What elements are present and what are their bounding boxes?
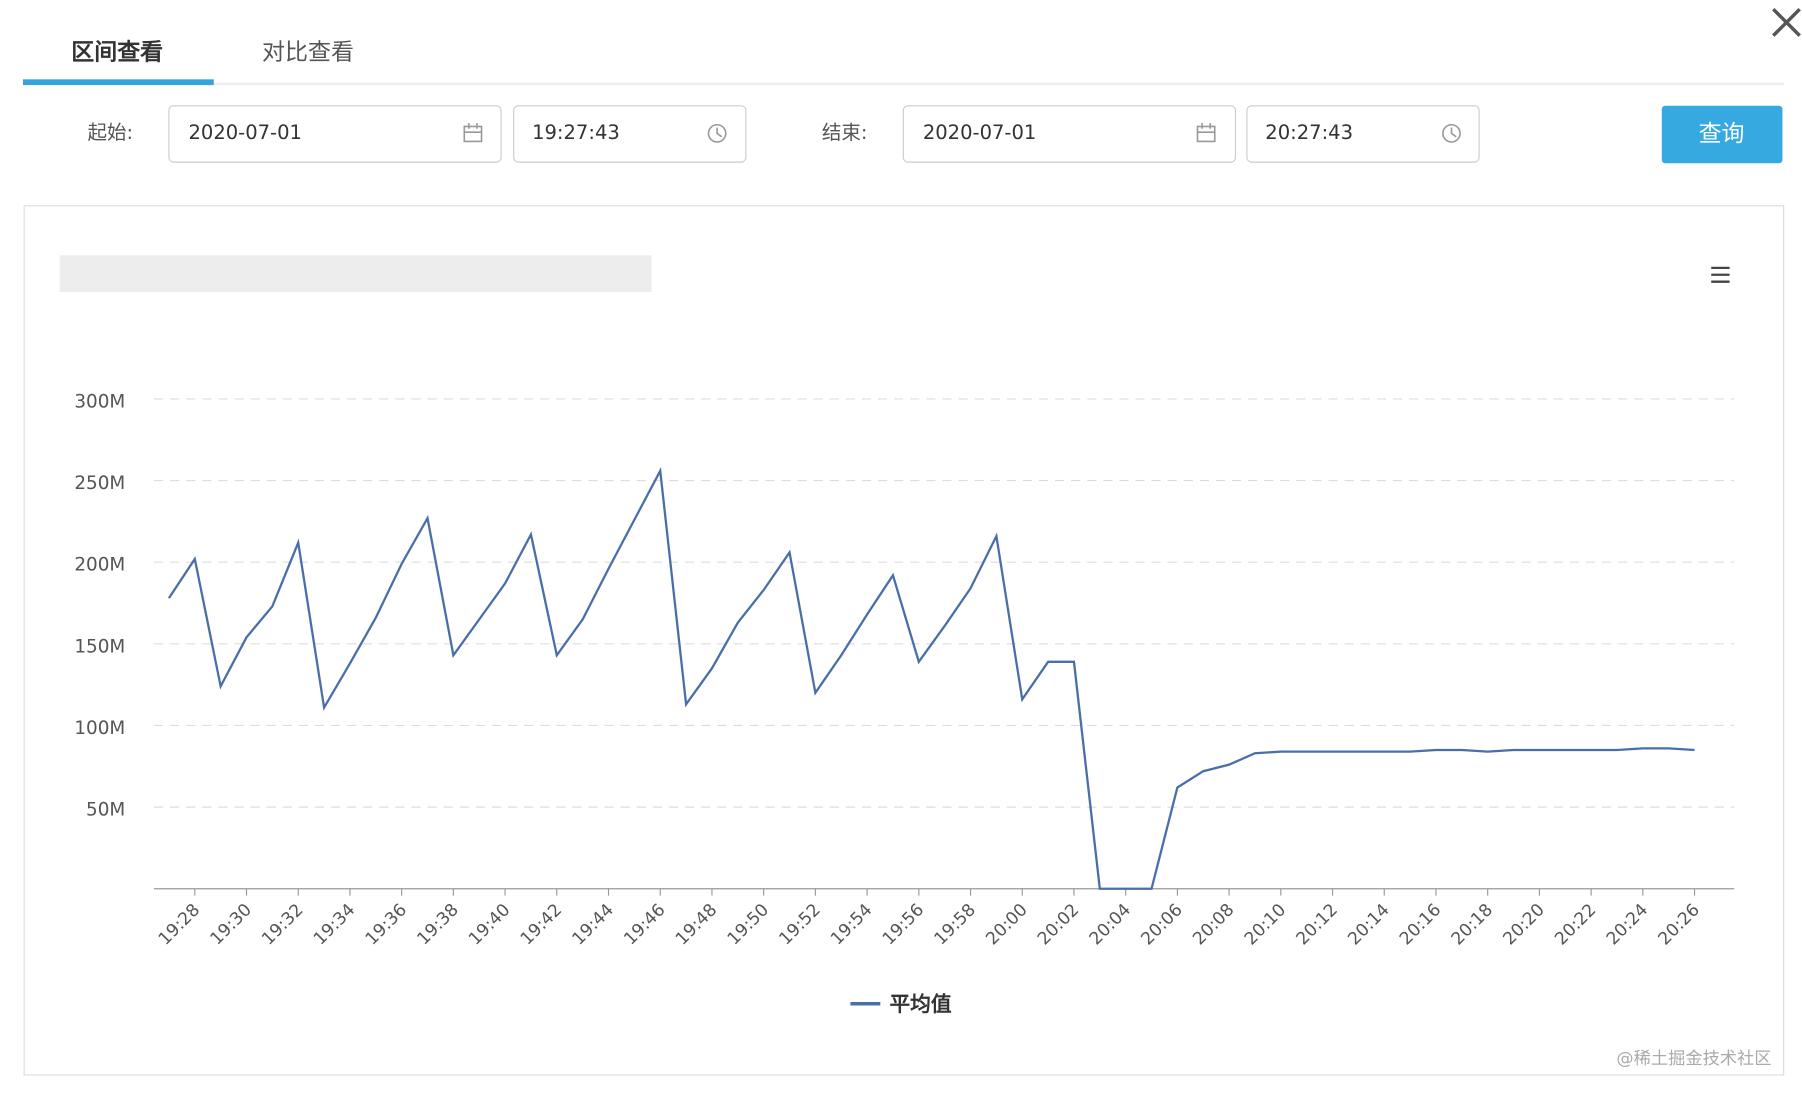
close-icon[interactable] — [1772, 7, 1801, 37]
tab-active[interactable]: 区间查看 — [71, 39, 163, 65]
button-label: 查询 — [1699, 121, 1745, 147]
calendar-icon — [1196, 123, 1216, 143]
tab[interactable]: 对比查看 — [262, 39, 354, 65]
y-tick-label: 300M — [74, 391, 125, 412]
clock-icon — [707, 123, 727, 143]
query-button[interactable] — [1661, 105, 1783, 164]
time-value: 20:27:43 — [1265, 121, 1353, 144]
start-label: 起始: — [88, 121, 134, 144]
watermark: @稀土掘金技术社区 — [1616, 1049, 1771, 1069]
y-tick-label: 200M — [74, 555, 125, 576]
blurred-title — [59, 255, 652, 293]
date-value: 2020-07-01 — [188, 121, 301, 144]
y-tick-label: 100M — [74, 718, 125, 739]
date-input[interactable] — [902, 105, 1237, 163]
end-label: 结束: — [822, 121, 868, 144]
date-value: 2020-07-01 — [923, 121, 1036, 144]
date-input[interactable] — [168, 105, 502, 163]
y-tick-label: 50M — [86, 800, 125, 821]
y-tick-label: 150M — [74, 636, 125, 657]
time-value: 19:27:43 — [532, 121, 620, 144]
legend-label: 平均值 — [890, 992, 952, 1016]
menu-icon[interactable] — [1711, 266, 1730, 283]
tab-indicator — [22, 79, 214, 86]
chart-card — [23, 205, 1785, 1076]
series-line — [167, 466, 1695, 890]
calendar-icon — [463, 123, 483, 143]
time-input[interactable] — [513, 105, 747, 163]
y-tick-label: 250M — [74, 473, 125, 494]
clock-icon — [1442, 123, 1461, 143]
time-input[interactable] — [1246, 105, 1480, 163]
